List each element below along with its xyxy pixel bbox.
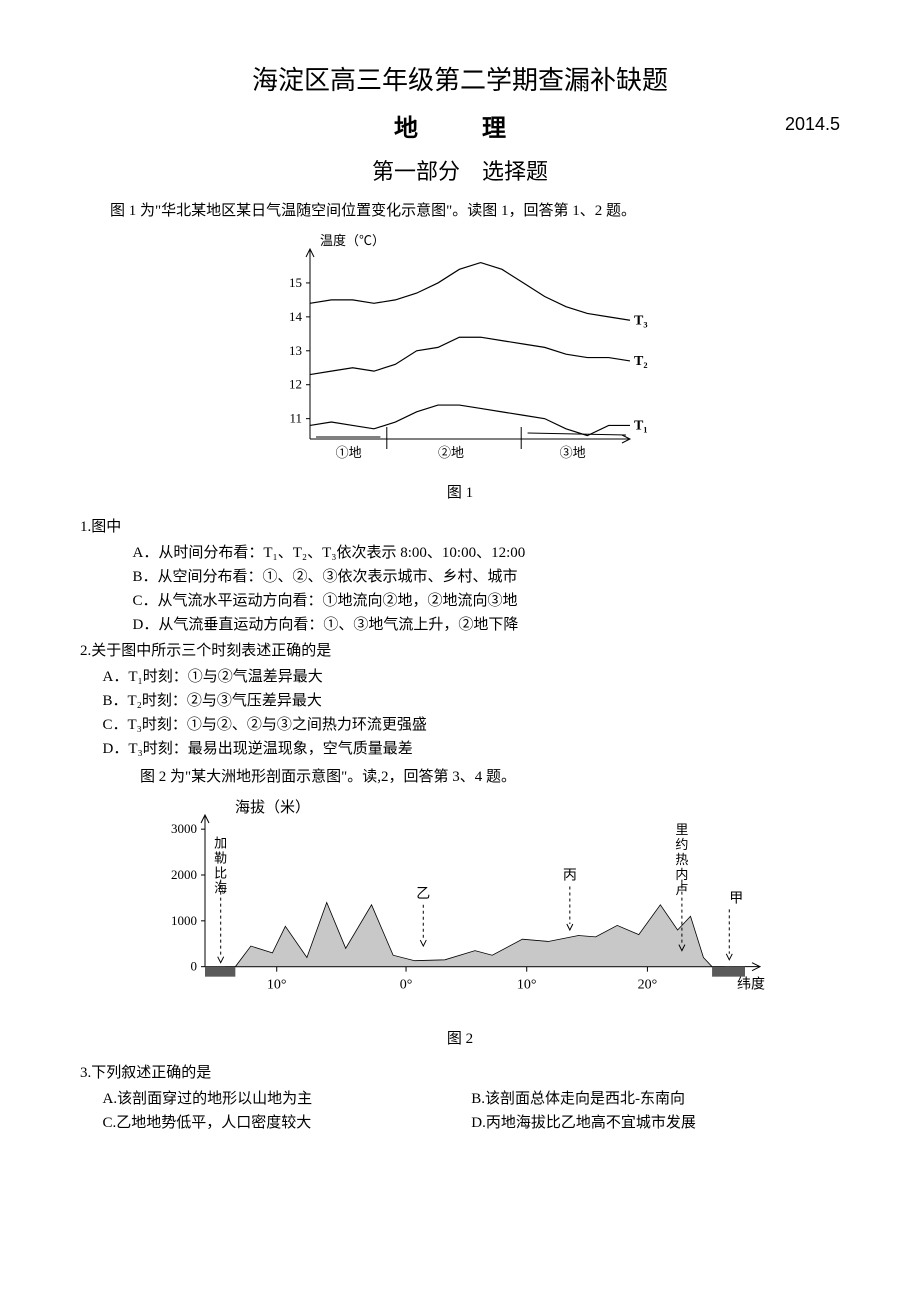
page-title: 海淀区高三年级第二学期查漏补缺题 <box>80 60 840 102</box>
svg-text:T₁: T₁ <box>634 419 648 434</box>
q2-opt-d: D．T₃时刻：最易出现逆温现象，空气质量最差 <box>80 737 840 761</box>
svg-text:10°: 10° <box>267 978 287 993</box>
svg-text:里: 里 <box>675 822 688 837</box>
figure-2-label: 图 2 <box>80 1027 840 1051</box>
svg-text:甲: 甲 <box>729 892 743 907</box>
svg-text:纬度: 纬度 <box>737 977 765 993</box>
q1-opt-b: B．从空间分布看：①、②、③依次表示城市、乡村、城市 <box>80 565 840 589</box>
svg-text:13: 13 <box>289 343 302 358</box>
svg-text:加: 加 <box>214 836 227 851</box>
svg-text:20°: 20° <box>638 978 658 993</box>
q3-opt-b: B.该剖面总体走向是西北-东南向 <box>471 1087 840 1111</box>
svg-text:15: 15 <box>289 275 302 290</box>
svg-text:内: 内 <box>675 867 688 882</box>
temperature-chart: 11 12 13 14 15 温度（℃） T₁ T₂ T₃ ①地 ②地 ③地 <box>250 229 670 479</box>
svg-text:12: 12 <box>289 377 302 392</box>
intro-2: 图 2 为"某大洲地形剖面示意图"。读,2，回答第 3、4 题。 <box>80 765 840 789</box>
subtitle-row: 地 理 2014.5 <box>80 110 840 148</box>
svg-text:1000: 1000 <box>171 913 197 928</box>
svg-text:T₂: T₂ <box>634 354 648 369</box>
q3-opt-c: C.乙地地势低平，人口密度较大 <box>103 1111 472 1135</box>
terrain-profile-chart: 0100020003000海拔（米）10°0°10°20°纬度加勒比海乙丙里约热… <box>150 795 770 1025</box>
svg-text:乙: 乙 <box>416 886 430 902</box>
figure-1-label: 图 1 <box>80 481 840 505</box>
svg-text:T₃: T₃ <box>634 313 648 328</box>
svg-text:①地: ①地 <box>336 445 362 460</box>
svg-text:热: 热 <box>675 852 688 867</box>
q1-opt-d: D．从气流垂直运动方向看：①、③地气流上升，②地下降 <box>80 613 840 637</box>
q3-stem: 3.下列叙述正确的是 <box>80 1061 840 1085</box>
q1-opt-a: A．从时间分布看：T₁、T₂、T₃依次表示 8:00、10:00、12:00 <box>80 541 840 565</box>
q3-opt-d: D.丙地海拔比乙地高不宜城市发展 <box>471 1111 840 1135</box>
q2-opt-c: C．T₃时刻：①与②、②与③之间热力环流更强盛 <box>80 713 840 737</box>
q2-opt-a: A．T₁时刻：①与②气温差异最大 <box>80 665 840 689</box>
figure-1: 11 12 13 14 15 温度（℃） T₁ T₂ T₃ ①地 ②地 ③地 <box>80 229 840 479</box>
svg-text:比: 比 <box>214 866 227 881</box>
svg-text:温度（℃）: 温度（℃） <box>320 233 385 248</box>
q2-stem: 2.关于图中所示三个时刻表述正确的是 <box>80 639 840 663</box>
q3-opt-a: A.该剖面穿过的地形以山地为主 <box>103 1087 472 1111</box>
svg-text:2000: 2000 <box>171 867 197 882</box>
q1-opt-c: C．从气流水平运动方向看：①地流向②地，②地流向③地 <box>80 589 840 613</box>
svg-text:③地: ③地 <box>560 445 586 460</box>
subject-label: 地 理 <box>394 110 526 148</box>
intro-1: 图 1 为"华北某地区某日气温随空间位置变化示意图"。读图 1，回答第 1、2 … <box>80 199 840 223</box>
q3-options: A.该剖面穿过的地形以山地为主 B.该剖面总体走向是西北-东南向 C.乙地地势低… <box>80 1087 840 1135</box>
date-label: 2014.5 <box>785 110 840 139</box>
svg-text:10°: 10° <box>517 978 537 993</box>
svg-text:11: 11 <box>289 411 302 426</box>
svg-text:②地: ②地 <box>438 445 464 460</box>
svg-text:丙: 丙 <box>563 869 577 884</box>
svg-text:0°: 0° <box>400 978 413 993</box>
svg-text:约: 约 <box>675 837 688 852</box>
svg-text:海拔（米）: 海拔（米） <box>235 799 310 816</box>
svg-text:0: 0 <box>191 959 198 974</box>
svg-text:3000: 3000 <box>171 821 197 836</box>
q2-opt-b: B．T₂时刻：②与③气压差异最大 <box>80 689 840 713</box>
figure-2: 0100020003000海拔（米）10°0°10°20°纬度加勒比海乙丙里约热… <box>80 795 840 1025</box>
q1-stem: 1.图中 <box>80 515 840 539</box>
section-title: 第一部分 选择题 <box>80 154 840 189</box>
svg-text:勒: 勒 <box>214 851 227 866</box>
svg-text:14: 14 <box>289 309 303 324</box>
